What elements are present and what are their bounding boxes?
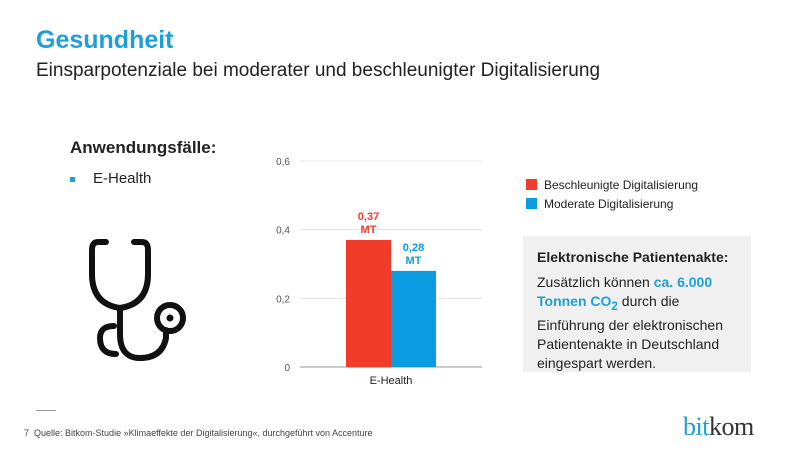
highlight-part: ca. 6.000 Tonnen CO (537, 274, 713, 309)
info-box-text: Zusätzlich können ca. 6.000 Tonnen CO2 d… (537, 273, 737, 373)
page-title: Gesundheit (36, 26, 174, 54)
page-subtitle: Einsparpotenziale bei moderater und besc… (36, 60, 601, 81)
y-tick-label: 0,2 (276, 294, 290, 305)
stethoscope-icon (89, 239, 186, 361)
bar-1 (391, 270, 436, 367)
bitkom-logo: bitkom (683, 412, 754, 442)
bar-0 (346, 239, 391, 367)
y-tick-label: 0,6 (276, 157, 290, 168)
footer-source: 7 Quelle: Bitkom-Studie »Klimaeffekte de… (24, 428, 373, 438)
legend-label: Moderate Digitalisierung (544, 197, 674, 211)
use-cases-heading: Anwendungsfälle: (70, 138, 217, 157)
source-text: Quelle: Bitkom-Studie »Klimaeffekte der … (34, 428, 373, 438)
y-tick-label: 0,4 (276, 226, 290, 237)
text-part: Zusätzlich können (537, 274, 654, 290)
page-number: 7 (24, 428, 30, 438)
info-box: Elektronische Patientenakte: Zusätzlich … (523, 236, 751, 372)
legend-item-accelerated: Beschleunigte Digitalisierung (526, 178, 698, 192)
data-label: 0,28 (403, 242, 424, 254)
legend-swatch (526, 198, 537, 209)
x-tick-label: E-Health (370, 375, 413, 387)
bullet-icon (70, 176, 75, 182)
data-label-unit: MT (406, 255, 422, 267)
highlight-text: ca. 6.000 Tonnen CO2 (537, 274, 713, 313)
info-box-heading: Elektronische Patientenakte: (537, 249, 729, 265)
legend-item-moderate: Moderate Digitalisierung (526, 197, 673, 211)
divider (36, 410, 56, 411)
logo-part: kom (708, 412, 754, 441)
subscript: 2 (611, 299, 618, 313)
use-case-item: E-Health (70, 170, 151, 187)
legend-swatch (526, 179, 537, 190)
data-label-unit: MT (361, 224, 377, 236)
data-label: 0,37 (358, 211, 379, 223)
use-case-label: E-Health (93, 170, 152, 187)
logo-part: bit (683, 412, 709, 441)
legend-label: Beschleunigte Digitalisierung (544, 178, 699, 192)
text-part: durch die Einführung der elektronischen … (537, 293, 724, 371)
y-tick-label: 0 (284, 363, 290, 374)
